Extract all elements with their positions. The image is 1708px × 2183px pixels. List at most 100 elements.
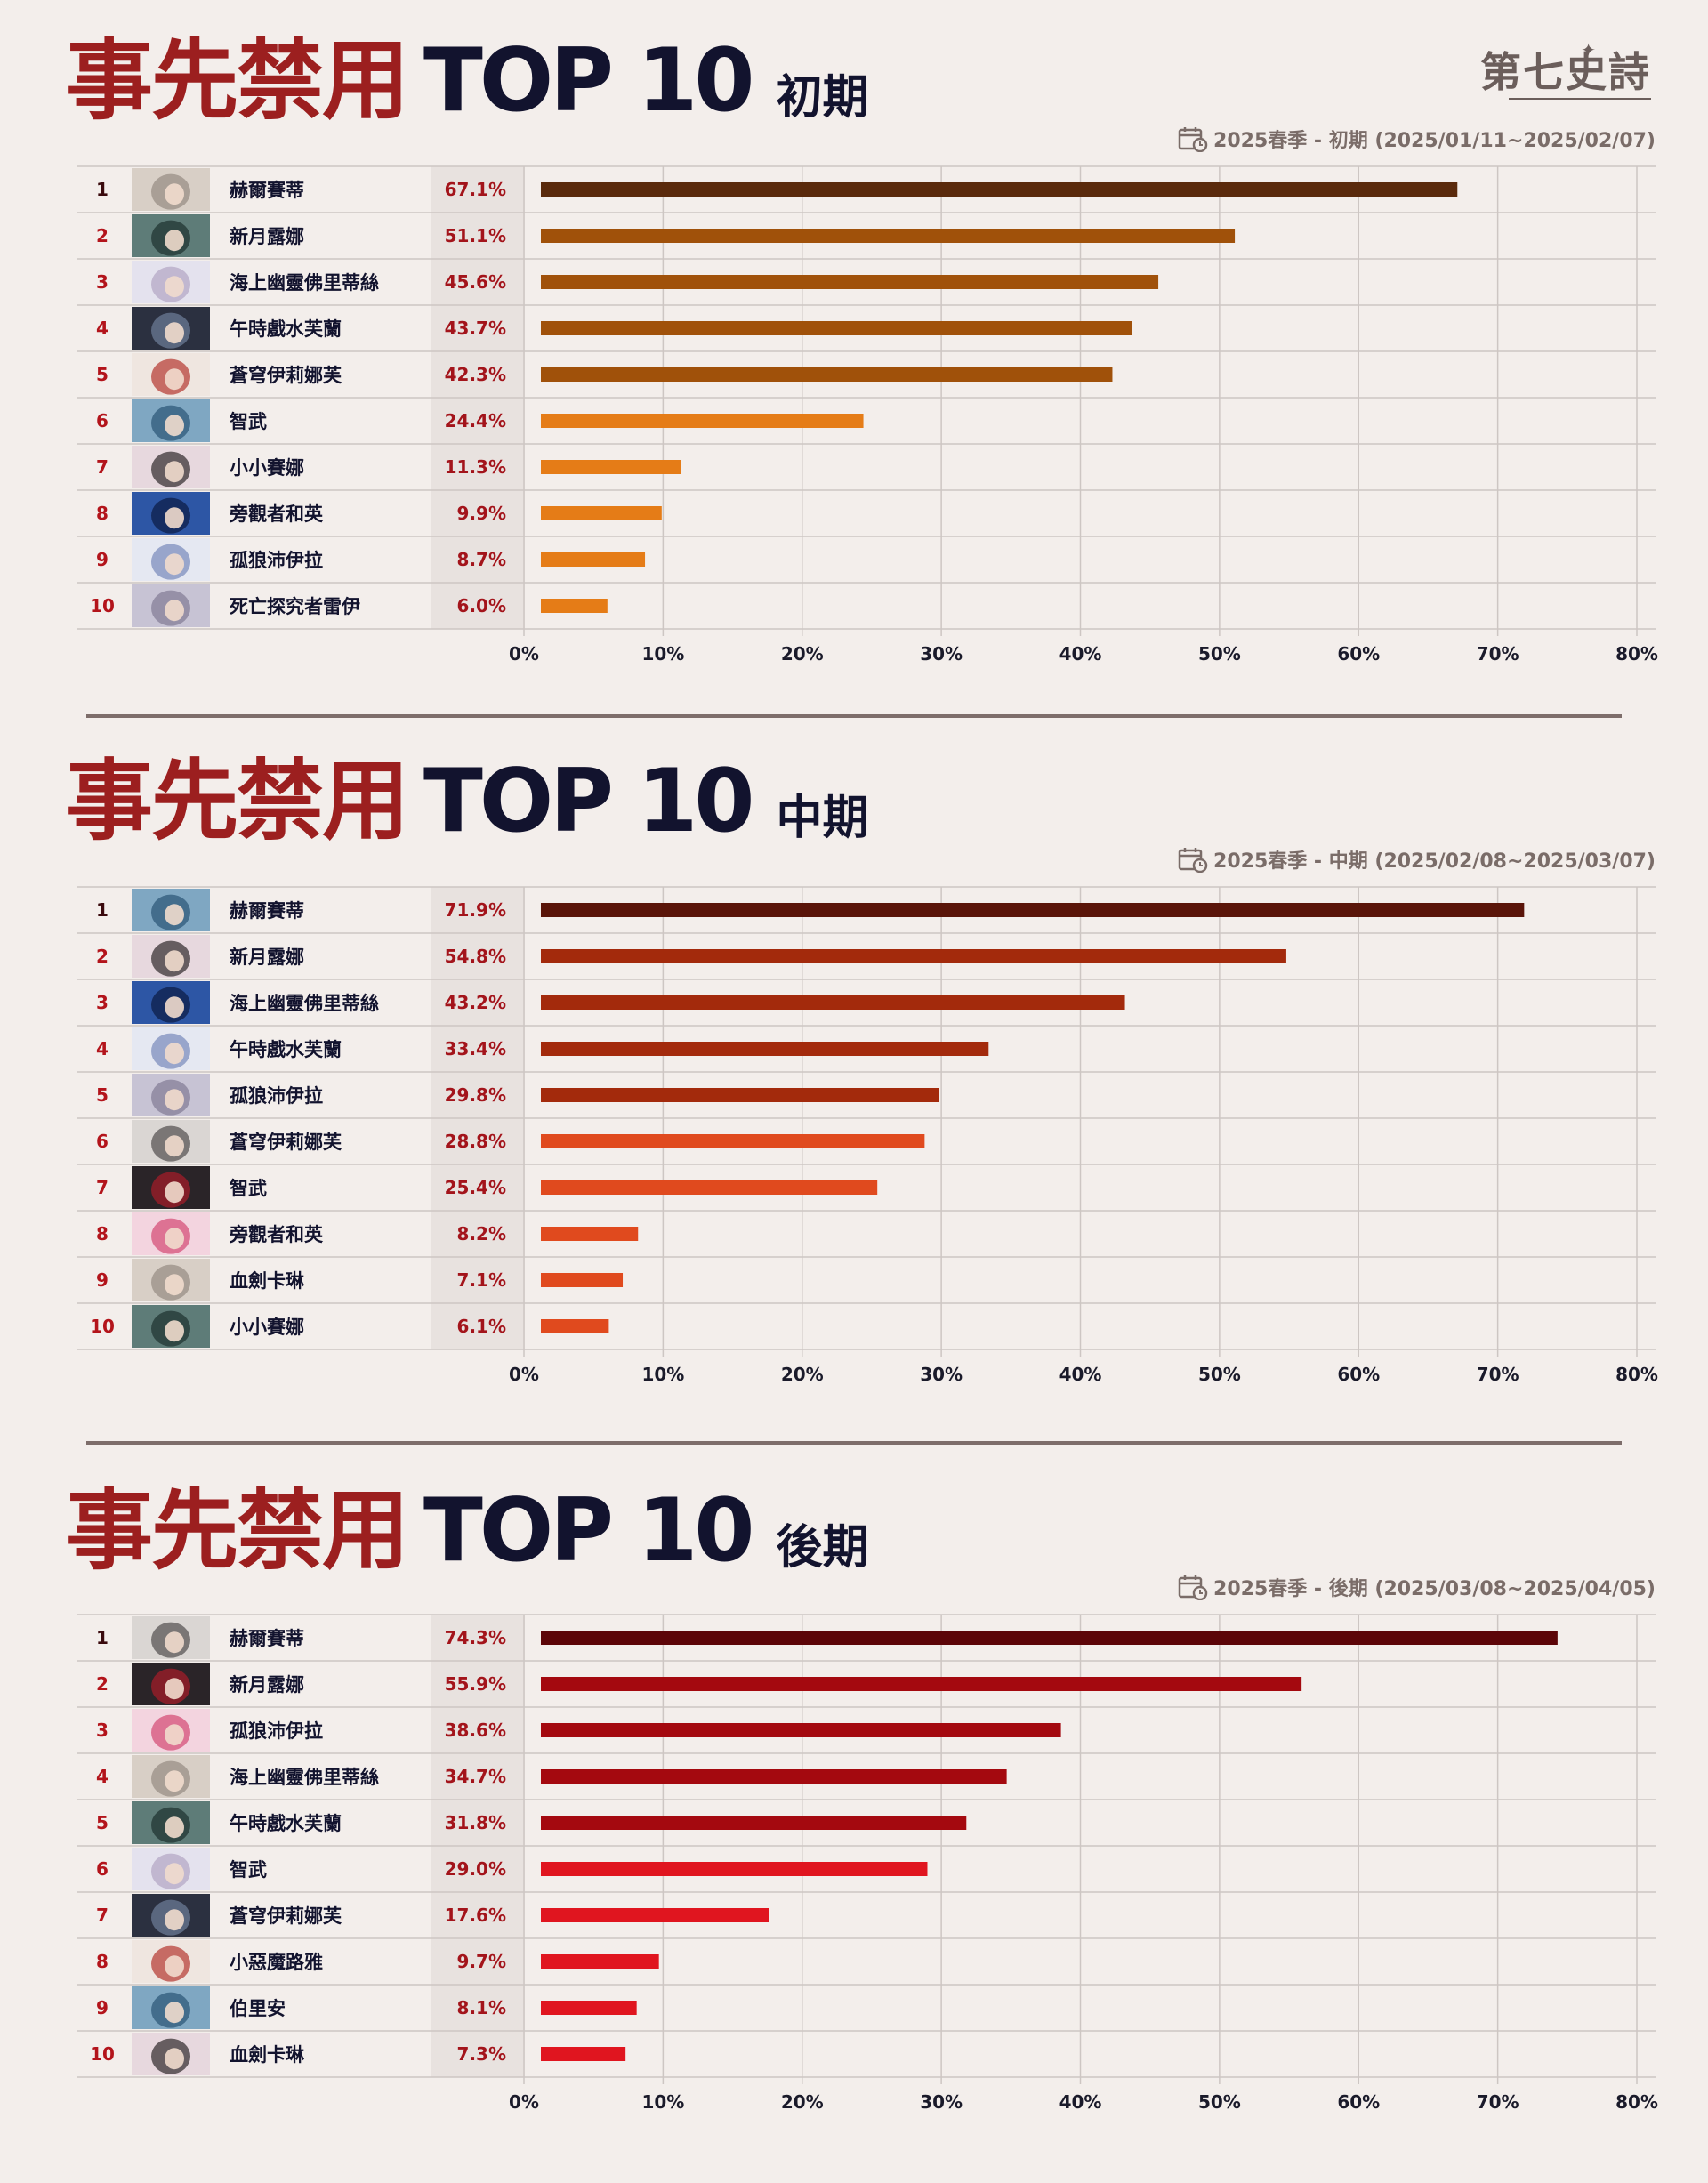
title-main: 事先禁用	[66, 751, 409, 852]
rank-label: 8	[96, 1951, 109, 1972]
bar	[541, 460, 681, 474]
ban-rate-chart-early: 0% 10% 20% 30% 40% 50% 60% 70% 80% 1 赫爾賽蒂 67.1% 2 新月露…	[77, 165, 1658, 665]
hero-avatar	[132, 1709, 210, 1752]
bar	[541, 1273, 624, 1287]
calendar-clock-icon	[1178, 1575, 1208, 1600]
hero-name: 午時戲水芙蘭	[230, 1813, 342, 1834]
x-tick-label: 30%	[920, 1364, 963, 1385]
x-tick-label: 20%	[781, 1364, 824, 1385]
hero-avatar	[132, 889, 210, 931]
bar-row: 3 海上幽靈佛里蒂絲 45.6%	[96, 261, 1159, 303]
value-label: 55.9%	[445, 1673, 506, 1695]
value-label: 6.0%	[457, 595, 506, 616]
value-label: 8.2%	[457, 1223, 506, 1245]
x-tick-label: 10%	[641, 643, 684, 665]
value-label: 8.1%	[457, 1997, 506, 2018]
hero-name: 赫爾賽蒂	[230, 180, 304, 201]
rank-label: 3	[96, 271, 109, 293]
bar-row: 3 海上幽靈佛里蒂絲 43.2%	[96, 981, 1125, 1024]
x-tick-label: 30%	[920, 643, 963, 665]
hero-avatar	[132, 1166, 210, 1209]
bar	[541, 414, 864, 428]
value-label: 7.3%	[457, 2043, 506, 2065]
bar-row: 1 赫爾賽蒂 67.1%	[96, 168, 1458, 211]
x-tick-label: 80%	[1615, 1364, 1658, 1385]
hero-avatar	[132, 261, 210, 303]
hero-name: 小小賽娜	[230, 457, 304, 479]
bar-row: 10 血劍卡琳 7.3%	[90, 2033, 626, 2075]
rank-label: 6	[96, 1131, 109, 1152]
value-label: 34.7%	[445, 1766, 506, 1787]
bar-row: 2 新月露娜 54.8%	[96, 935, 1286, 978]
hero-name: 孤狼沛伊拉	[230, 1720, 323, 1742]
bar-row: 4 午時戲水芙蘭 43.7%	[96, 307, 1132, 350]
x-tick-label: 60%	[1337, 643, 1380, 665]
hero-name: 智武	[230, 411, 267, 432]
bar-row: 8 旁觀者和英 9.9%	[96, 492, 662, 535]
rank-label: 7	[96, 456, 109, 478]
hero-name: 海上幽靈佛里蒂絲	[230, 993, 379, 1014]
rank-label: 9	[96, 1269, 109, 1291]
rank-label: 5	[96, 1084, 109, 1106]
hero-avatar	[132, 1986, 210, 2029]
rank-label: 4	[96, 1038, 109, 1059]
logo-underline	[1509, 98, 1651, 100]
hero-avatar	[132, 353, 210, 396]
rank-label: 1	[96, 1627, 109, 1648]
logo-seven-epic: 第七史詩	[1480, 48, 1651, 96]
bar	[541, 1908, 769, 1922]
rank-label: 6	[96, 410, 109, 431]
value-label: 74.3%	[445, 1627, 506, 1648]
x-tick-label: 50%	[1198, 2091, 1241, 2113]
hero-name: 血劍卡琳	[230, 2044, 305, 2066]
title-top: TOP 10	[423, 751, 754, 852]
bar	[541, 2001, 637, 2015]
rank-label: 8	[96, 503, 109, 524]
bar	[541, 1227, 639, 1241]
hero-name: 海上幽靈佛里蒂絲	[230, 1767, 379, 1788]
period-text: 2025春季 - 初期 (2025/01/11~2025/02/07)	[1213, 130, 1656, 152]
section-title: 事先禁用 TOP 10 後期	[66, 1459, 869, 1575]
x-tick-label: 50%	[1198, 643, 1241, 665]
hero-avatar	[132, 1212, 210, 1255]
hero-name: 蒼穹伊莉娜芙	[230, 1905, 342, 1927]
value-label: 29.8%	[445, 1084, 506, 1106]
rank-label: 6	[96, 1858, 109, 1880]
bar-row: 3 孤狼沛伊拉 38.6%	[96, 1709, 1061, 1752]
hero-avatar	[132, 446, 210, 488]
value-label: 33.4%	[445, 1038, 506, 1059]
period-text: 2025春季 - 中期 (2025/02/08~2025/03/07)	[1213, 850, 1656, 873]
hero-name: 智武	[230, 1859, 267, 1881]
bar-row: 1 赫爾賽蒂 71.9%	[96, 889, 1525, 931]
bar	[541, 182, 1458, 197]
hero-name: 旁觀者和英	[229, 503, 324, 525]
bar	[541, 321, 1132, 335]
x-tick-label: 20%	[781, 643, 824, 665]
section-divider	[86, 714, 1622, 718]
hero-avatar	[132, 1755, 210, 1798]
hero-name: 新月露娜	[230, 947, 304, 968]
hero-avatar	[132, 538, 210, 581]
bar-row: 7 小小賽娜 11.3%	[96, 446, 681, 488]
value-label: 28.8%	[445, 1131, 506, 1152]
value-label: 17.6%	[445, 1905, 506, 1926]
x-tick-label: 80%	[1615, 2091, 1658, 2113]
bar	[541, 1042, 989, 1056]
bar	[541, 552, 646, 567]
bar	[541, 903, 1525, 917]
x-tick-label: 0%	[509, 2091, 539, 2113]
title-top: TOP 10	[423, 1480, 754, 1582]
calendar-clock-icon	[1178, 848, 1208, 873]
rank-label: 1	[96, 899, 109, 921]
hero-avatar	[132, 1663, 210, 1705]
section-title: 事先禁用 TOP 10 中期	[66, 729, 869, 845]
rank-label: 4	[96, 318, 109, 339]
rank-label: 2	[96, 225, 109, 246]
x-tick-label: 70%	[1477, 643, 1519, 665]
hero-avatar	[132, 1027, 210, 1070]
hero-avatar	[132, 981, 210, 1024]
hero-name: 旁觀者和英	[229, 1224, 324, 1245]
rank-label: 8	[96, 1223, 109, 1245]
rank-label: 5	[96, 364, 109, 385]
bar	[541, 1954, 659, 1969]
